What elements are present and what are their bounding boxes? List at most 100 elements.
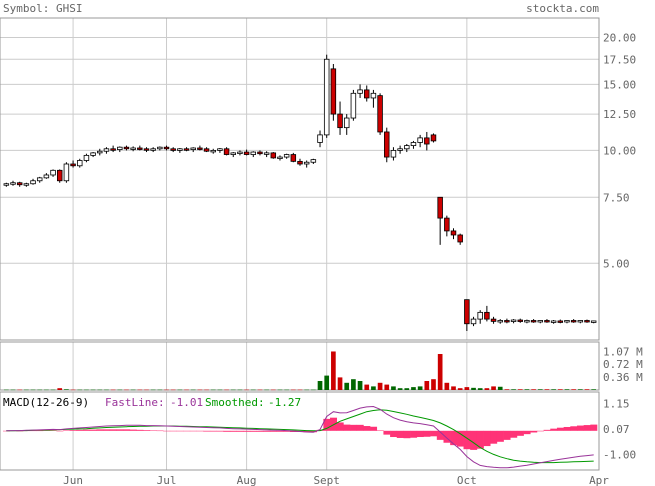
volume-bar <box>284 389 289 391</box>
volume-bar <box>90 389 96 391</box>
macd-histogram-bar <box>443 430 451 443</box>
candle-body <box>150 148 156 151</box>
volume-bar <box>464 387 470 390</box>
macd-panel <box>0 391 600 471</box>
macd-fast-line <box>6 405 594 469</box>
volume-bar <box>317 381 323 390</box>
candle-body <box>417 137 423 143</box>
candle-body <box>56 169 63 182</box>
symbol-label: Symbol: <box>3 2 49 15</box>
macd-histogram-bar <box>96 429 104 431</box>
macd-histogram-bar <box>129 429 137 431</box>
volume-bar <box>471 387 476 390</box>
candle-body <box>117 146 123 151</box>
candle-body <box>23 183 30 186</box>
macd-histogram-bar <box>223 430 231 432</box>
candle-body <box>16 182 23 186</box>
candle-body <box>464 299 470 325</box>
candle-body <box>183 148 190 151</box>
macd-histogram-bar <box>563 426 571 431</box>
candle-body <box>590 320 597 323</box>
volume-panel <box>0 341 600 391</box>
macd-histogram-bar <box>236 430 244 432</box>
macd-histogram-bar <box>183 430 191 432</box>
macd-histogram-bar <box>310 430 317 433</box>
candle-body <box>203 148 210 152</box>
macd-histogram-bar <box>510 430 518 438</box>
candle-body <box>290 154 297 162</box>
candle-body <box>130 147 136 150</box>
macd-histogram-bar <box>69 430 77 431</box>
macd-histogram-bar <box>189 430 197 432</box>
candle-body <box>343 117 350 129</box>
macd-tick-label: 1.15 <box>603 397 630 410</box>
candle-body <box>210 150 216 153</box>
candle-body <box>317 134 323 143</box>
macd-histogram-bar <box>249 430 257 432</box>
macd-histogram-bar <box>476 430 484 449</box>
volume-bar <box>377 382 383 390</box>
candle-body <box>123 146 130 150</box>
volume-bar <box>351 379 356 390</box>
volume-axis: 1.07 M0.72 M0.36 M <box>603 345 643 384</box>
macd-histogram-bar <box>163 430 171 432</box>
macd-histogram-bar <box>590 424 598 431</box>
volume-bar <box>237 389 243 391</box>
candle-body <box>364 89 370 99</box>
candle-body <box>544 320 550 323</box>
volume-tick-label: 0.36 M <box>603 371 643 384</box>
candle-body <box>30 180 36 185</box>
volume-tick-label: 1.07 M <box>603 345 643 358</box>
macd-histogram-bar <box>256 430 264 432</box>
candle-body <box>110 148 116 151</box>
macd-histogram-bar <box>196 430 204 432</box>
volume-bar <box>217 389 223 391</box>
volume-bar <box>190 389 196 391</box>
site-name: stockta.com <box>526 2 599 15</box>
macd-histogram-bar <box>490 430 498 444</box>
macd-histogram-bar <box>229 430 237 432</box>
macd-histogram-bar <box>343 424 351 431</box>
macd-histogram-bar <box>363 426 371 431</box>
macd-histogram-bar <box>143 430 151 431</box>
volume-bar <box>137 389 143 391</box>
volume-bar <box>64 389 69 390</box>
date-tick-label: Aug <box>237 474 257 486</box>
macd-histogram-bar <box>583 425 591 431</box>
volume-bar <box>184 389 189 391</box>
volume-bar <box>57 388 63 390</box>
macd-tick-label: -1.00 <box>603 449 636 462</box>
volume-bar <box>270 389 276 391</box>
macd-histogram-bar <box>463 430 471 450</box>
volume-bar <box>304 389 310 391</box>
candle-body <box>263 152 270 155</box>
macd-histogram-bar <box>423 430 431 437</box>
volume-bar <box>130 389 136 391</box>
date-tick-label: Sept <box>313 474 340 486</box>
candle-body <box>350 92 357 119</box>
volume-bar <box>397 388 403 390</box>
volume-bar <box>197 389 203 391</box>
candle-body <box>504 320 510 323</box>
price-panel <box>0 17 600 341</box>
macd-histogram-bar <box>496 430 504 442</box>
candle-body <box>283 154 290 158</box>
macd-histogram-bar <box>543 429 551 431</box>
volume-bar <box>84 389 89 391</box>
volume-bar <box>484 388 490 390</box>
volume-bar <box>344 382 350 390</box>
volume-bar <box>424 381 430 390</box>
macd-histogram-bar <box>430 430 438 437</box>
candle-body <box>510 319 517 322</box>
candle-body <box>77 160 83 167</box>
macd-histogram-bar <box>570 426 578 431</box>
volume-bar <box>117 389 123 391</box>
candle-body <box>170 148 176 151</box>
volume-bar <box>230 389 236 391</box>
macd-histogram-bar <box>123 429 131 431</box>
candle-body <box>90 152 96 156</box>
volume-bar <box>571 389 576 390</box>
macd-histogram-bar <box>216 430 224 432</box>
volume-bar <box>264 389 269 391</box>
volume-bar <box>177 389 183 391</box>
